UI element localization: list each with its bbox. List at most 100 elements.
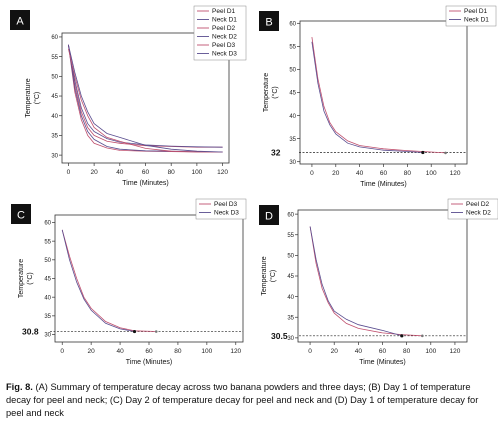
x-tick-label: 80: [404, 170, 412, 177]
panel-label-box: [259, 11, 279, 31]
x-axis-label: Time (Minutes): [126, 359, 172, 366]
legend-label: Peel D3: [214, 201, 238, 208]
reference-value-label: 32: [271, 147, 281, 157]
reference-value-label: 30.8: [22, 327, 39, 337]
legend-label: Neck D2: [466, 210, 491, 217]
panel-label: A: [16, 16, 24, 28]
y-tick-label: 50: [51, 75, 58, 81]
y-axis-label: Temperature: [25, 78, 32, 117]
x-tick-label: 120: [450, 170, 461, 177]
panel-label-box: [11, 204, 31, 224]
x-axis-label: Time (Minutes): [122, 180, 168, 187]
x-tick-label: 120: [230, 348, 241, 355]
y-tick-label: 35: [51, 134, 58, 140]
panel-d: 0 20 40 60 80 100 120 30 35 40 45 50 55 60 Time (Minut…: [257, 198, 498, 376]
x-tick-label: 100: [201, 348, 212, 355]
x-axis-label: Time (Minutes): [360, 181, 406, 188]
series-line-neck-d1: [68, 44, 223, 148]
y-tick-label: 40: [289, 114, 296, 120]
caption-text: (A) Summary of temperature decay across …: [6, 382, 479, 418]
panel-label: B: [265, 17, 272, 29]
legend-label: Neck D1: [212, 17, 237, 24]
series-line-peel-d3: [61, 229, 157, 332]
y-axis-unit: (°C): [269, 270, 277, 283]
x-axis-label: Time (Minutes): [359, 359, 405, 366]
series-line-peel-d3: [68, 48, 223, 153]
x-tick-label: 120: [217, 169, 228, 176]
panel-background: [257, 199, 497, 376]
y-tick-label: 35: [289, 137, 296, 143]
endpoint-marker: [132, 329, 137, 334]
series-line-neck-d2: [309, 226, 402, 337]
y-tick-label: 55: [287, 233, 294, 239]
endpoint-marker: [444, 151, 447, 155]
series-line-neck-d3: [68, 44, 223, 153]
legend-label: Peel D3: [212, 42, 236, 49]
endpoint-marker: [421, 334, 424, 338]
y-axis-label: Temperature: [261, 256, 268, 295]
panel-c: 0 20 40 60 80 100 120 30 35 40 45 50 55 60 Time (Minut…: [9, 198, 249, 376]
panel-label: D: [265, 211, 273, 223]
y-tick-label: 30: [44, 333, 51, 339]
y-tick-label: 55: [51, 55, 58, 61]
series-line-neck-d3: [61, 229, 135, 332]
figure-caption: Fig. 8. (A) Summary of temperature decay…: [6, 381, 494, 420]
legend-label: Neck D1: [464, 17, 489, 24]
x-tick-label: 100: [191, 169, 202, 176]
panel-background: [9, 199, 249, 376]
y-tick-label: 55: [289, 45, 296, 51]
x-tick-label: 0: [60, 348, 64, 355]
y-tick-label: 50: [44, 258, 51, 264]
y-tick-label: 45: [289, 91, 296, 97]
y-tick-label: 35: [287, 315, 294, 321]
legend-label: Neck D3: [212, 51, 237, 58]
x-tick-label: 100: [426, 170, 437, 177]
y-tick-label: 30: [287, 336, 294, 342]
legend-box: [193, 5, 247, 61]
panel-background: [257, 6, 497, 183]
y-tick-label: 45: [44, 277, 51, 283]
x-tick-label: 80: [168, 169, 176, 176]
legend-label: Neck D3: [214, 210, 239, 217]
y-axis-unit: (°C): [33, 92, 41, 105]
x-tick-label: 100: [425, 348, 436, 355]
y-tick-label: 45: [287, 274, 294, 280]
reference-value-label: 30.5: [271, 331, 288, 341]
legend-label: Neck D2: [212, 34, 237, 41]
x-tick-label: 80: [174, 348, 182, 355]
y-tick-label: 60: [289, 22, 296, 28]
x-tick-label: 0: [67, 169, 71, 176]
x-tick-label: 20: [90, 169, 98, 176]
x-tick-label: 40: [356, 170, 364, 177]
x-tick-label: 60: [145, 348, 153, 355]
y-axis-label: Temperature: [263, 73, 270, 112]
legend-label: Peel D2: [212, 25, 236, 32]
y-tick-label: 40: [44, 295, 51, 301]
y-tick-label: 30: [51, 153, 58, 159]
y-tick-label: 35: [44, 314, 51, 320]
x-tick-label: 40: [116, 169, 124, 176]
panel-a: 0 20 40 60 80 100 120 30 35 40 45 50 55 60 Time (Minut…: [9, 5, 249, 187]
endpoint-marker: [154, 330, 158, 333]
series-line-peel-d1: [311, 37, 446, 154]
y-tick-label: 40: [287, 295, 294, 301]
caption-label: Fig. 8.: [6, 382, 33, 392]
endpoint-marker: [400, 334, 404, 338]
x-tick-label: 20: [332, 170, 340, 177]
y-tick-label: 40: [51, 114, 58, 120]
y-tick-label: 50: [289, 68, 296, 74]
y-tick-label: 60: [51, 35, 58, 41]
y-axis-label: Temperature: [18, 259, 25, 298]
x-tick-label: 0: [308, 348, 312, 355]
x-tick-label: 80: [403, 348, 411, 355]
series-line-peel-d2: [309, 226, 423, 337]
y-tick-label: 50: [287, 254, 294, 260]
legend-label: Peel D2: [466, 201, 490, 208]
y-tick-label: 60: [287, 212, 294, 218]
x-tick-label: 0: [310, 170, 314, 177]
x-tick-label: 60: [379, 348, 387, 355]
legend-label: Peel D1: [212, 8, 236, 15]
x-tick-label: 40: [355, 348, 363, 355]
y-tick-label: 55: [44, 239, 51, 245]
